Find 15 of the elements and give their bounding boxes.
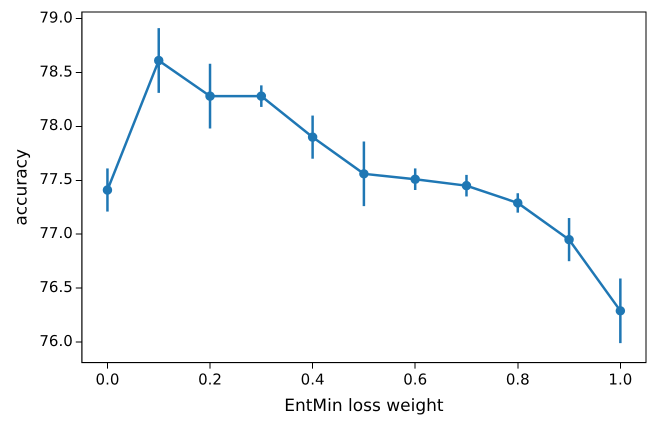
y-tick-label: 76.5 [39, 278, 73, 296]
x-tick-label: 0.2 [198, 370, 222, 388]
x-tick-label: 0.6 [403, 370, 428, 388]
y-tick-label: 78.0 [39, 116, 73, 134]
y-tick-label: 77.5 [39, 170, 73, 188]
x-tick-label: 1.0 [608, 370, 632, 388]
y-tick-label: 76.0 [39, 332, 73, 350]
x-tick-label: 0.4 [300, 370, 325, 388]
y-axis-title: accuracy [12, 148, 32, 226]
y-tick-label: 77.0 [39, 224, 73, 242]
x-tick-label: 0.8 [506, 370, 530, 388]
y-tick-label: 78.5 [39, 62, 73, 80]
y-tick-label: 79.0 [39, 8, 73, 26]
x-axis-title: EntMin loss weight [284, 396, 444, 416]
x-tick-label: 0.0 [96, 370, 120, 388]
